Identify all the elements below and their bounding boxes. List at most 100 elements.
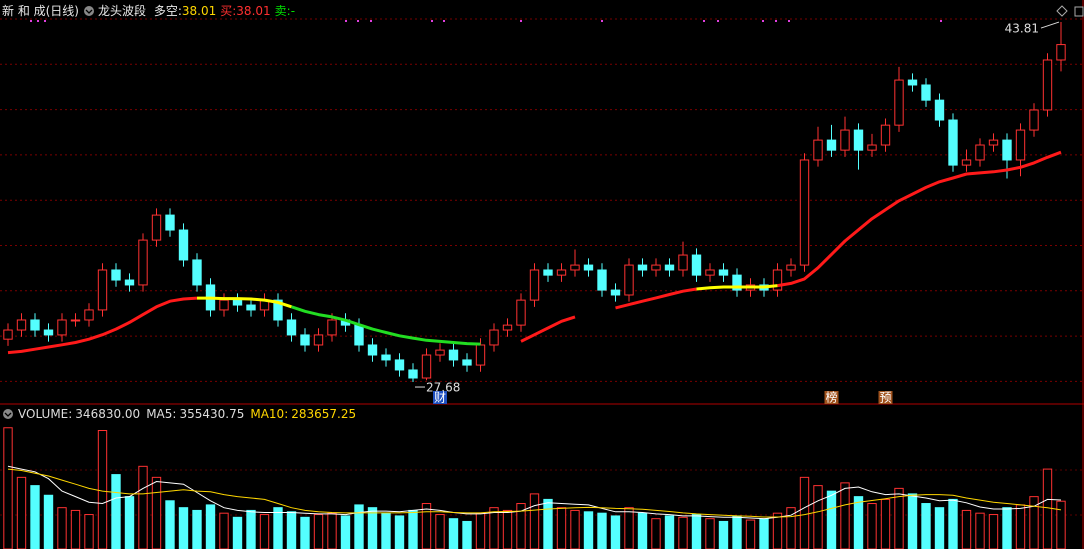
- candle-body: [516, 299, 526, 326]
- candle-body: [57, 319, 67, 336]
- volume-bar: [205, 504, 216, 549]
- candle-body: [610, 289, 621, 296]
- trend-line: [615, 287, 697, 310]
- candle-body: [1042, 59, 1053, 111]
- volume-bar: [97, 430, 108, 549]
- menu-icon[interactable]: [84, 6, 94, 16]
- stock-name: 新 和 成(日线): [2, 3, 79, 18]
- candle-body: [273, 299, 283, 321]
- candle-body: [394, 359, 405, 371]
- candle-body: [691, 254, 702, 276]
- badge-label: 财: [434, 391, 446, 405]
- volume-bar: [367, 507, 378, 549]
- candle-body: [637, 264, 648, 271]
- volume-bar: [313, 514, 324, 549]
- window-button[interactable]: [1074, 6, 1084, 17]
- menu-icon[interactable]: [3, 409, 13, 419]
- volume-bar: [745, 519, 756, 549]
- candle-body: [921, 84, 931, 101]
- candle-body: [786, 264, 796, 271]
- badge: [433, 391, 447, 404]
- candle-body: [475, 344, 486, 366]
- volume-bar: [529, 493, 540, 549]
- candle-body: [435, 349, 445, 356]
- candle-body: [853, 129, 864, 151]
- header-value: 38.01: [236, 4, 270, 18]
- candle-body: [1002, 139, 1012, 161]
- candle-body: [327, 319, 337, 336]
- ma10-line: [7, 468, 1062, 518]
- candle-body: [354, 324, 364, 346]
- candle-body: [597, 269, 607, 291]
- volume-header: VOLUME: 346830.00 MA5: 355430.75 MA10: 283657…: [18, 407, 356, 421]
- volume-value: 346830.00: [75, 407, 140, 421]
- indicator-header: 龙头波段 多空:38.01 买:38.01 卖:-: [98, 3, 295, 18]
- grid: [0, 18, 1082, 516]
- volume-bar: [1056, 500, 1066, 549]
- volume-bar: [691, 514, 702, 549]
- volume-bar: [394, 515, 405, 549]
- candle-body: [232, 299, 243, 306]
- volume-bar: [502, 509, 513, 549]
- ma5-line: [7, 465, 1062, 520]
- volume-bar: [543, 498, 553, 549]
- indicator-name: 龙头波段: [98, 3, 146, 18]
- candle-body: [583, 264, 594, 271]
- volume-bar: [340, 515, 351, 549]
- volume-bar: [192, 509, 202, 549]
- volume-bar: [772, 512, 783, 549]
- volume-label: VOLUME:: [18, 407, 72, 421]
- volume-bar: [151, 476, 162, 549]
- volume-bar: [1042, 468, 1053, 549]
- volume-bar: [408, 509, 418, 549]
- candle-body: [111, 269, 121, 281]
- candle-body: [570, 264, 580, 271]
- volume-bar: [867, 503, 877, 549]
- volume-bar: [664, 515, 675, 549]
- volume-bar: [232, 516, 243, 549]
- volume-bar: [381, 512, 391, 549]
- volume-bar: [30, 485, 40, 549]
- volume-bar: [138, 465, 148, 549]
- candle-body: [421, 354, 432, 379]
- volume-bar: [799, 476, 810, 549]
- volume-label: MA10:: [250, 407, 288, 421]
- volume-bar: [570, 509, 580, 549]
- candle-body: [138, 239, 148, 286]
- candle-body: [3, 329, 13, 340]
- volume-bar: [16, 476, 27, 549]
- candle-body: [192, 259, 202, 286]
- signal-dots: [30, 20, 942, 22]
- volume-bar: [610, 515, 621, 549]
- volume-bar: [583, 511, 594, 549]
- volume-bar: [705, 518, 715, 549]
- candle-body: [151, 214, 162, 241]
- header-label: 多空:: [154, 4, 182, 18]
- volume-bar: [165, 500, 175, 549]
- candle-body: [381, 354, 391, 361]
- candle-body: [300, 334, 310, 346]
- volume-bar: [219, 512, 229, 549]
- volume-bar: [1002, 507, 1012, 549]
- badge: [878, 391, 893, 404]
- annotation-arrow: [1040, 21, 1060, 29]
- volume-bar: [286, 511, 297, 549]
- candle-body: [30, 319, 40, 331]
- scroll-icon[interactable]: [1056, 5, 1068, 17]
- badge-label: 预: [879, 391, 891, 405]
- candle-body: [43, 329, 54, 336]
- candle-body: [880, 124, 891, 146]
- candle-body: [84, 309, 94, 321]
- candle-body: [219, 299, 229, 311]
- volume-bar: [1015, 504, 1026, 549]
- volume-bar: [651, 518, 661, 549]
- candle-body: [718, 269, 729, 276]
- candle-body: [934, 99, 945, 121]
- candle-body: [462, 359, 472, 366]
- candle-body: [732, 274, 742, 291]
- volume-bar: [907, 493, 918, 549]
- volume-bar: [934, 507, 945, 549]
- candle-body: [651, 264, 661, 271]
- volume-bar: [327, 512, 337, 549]
